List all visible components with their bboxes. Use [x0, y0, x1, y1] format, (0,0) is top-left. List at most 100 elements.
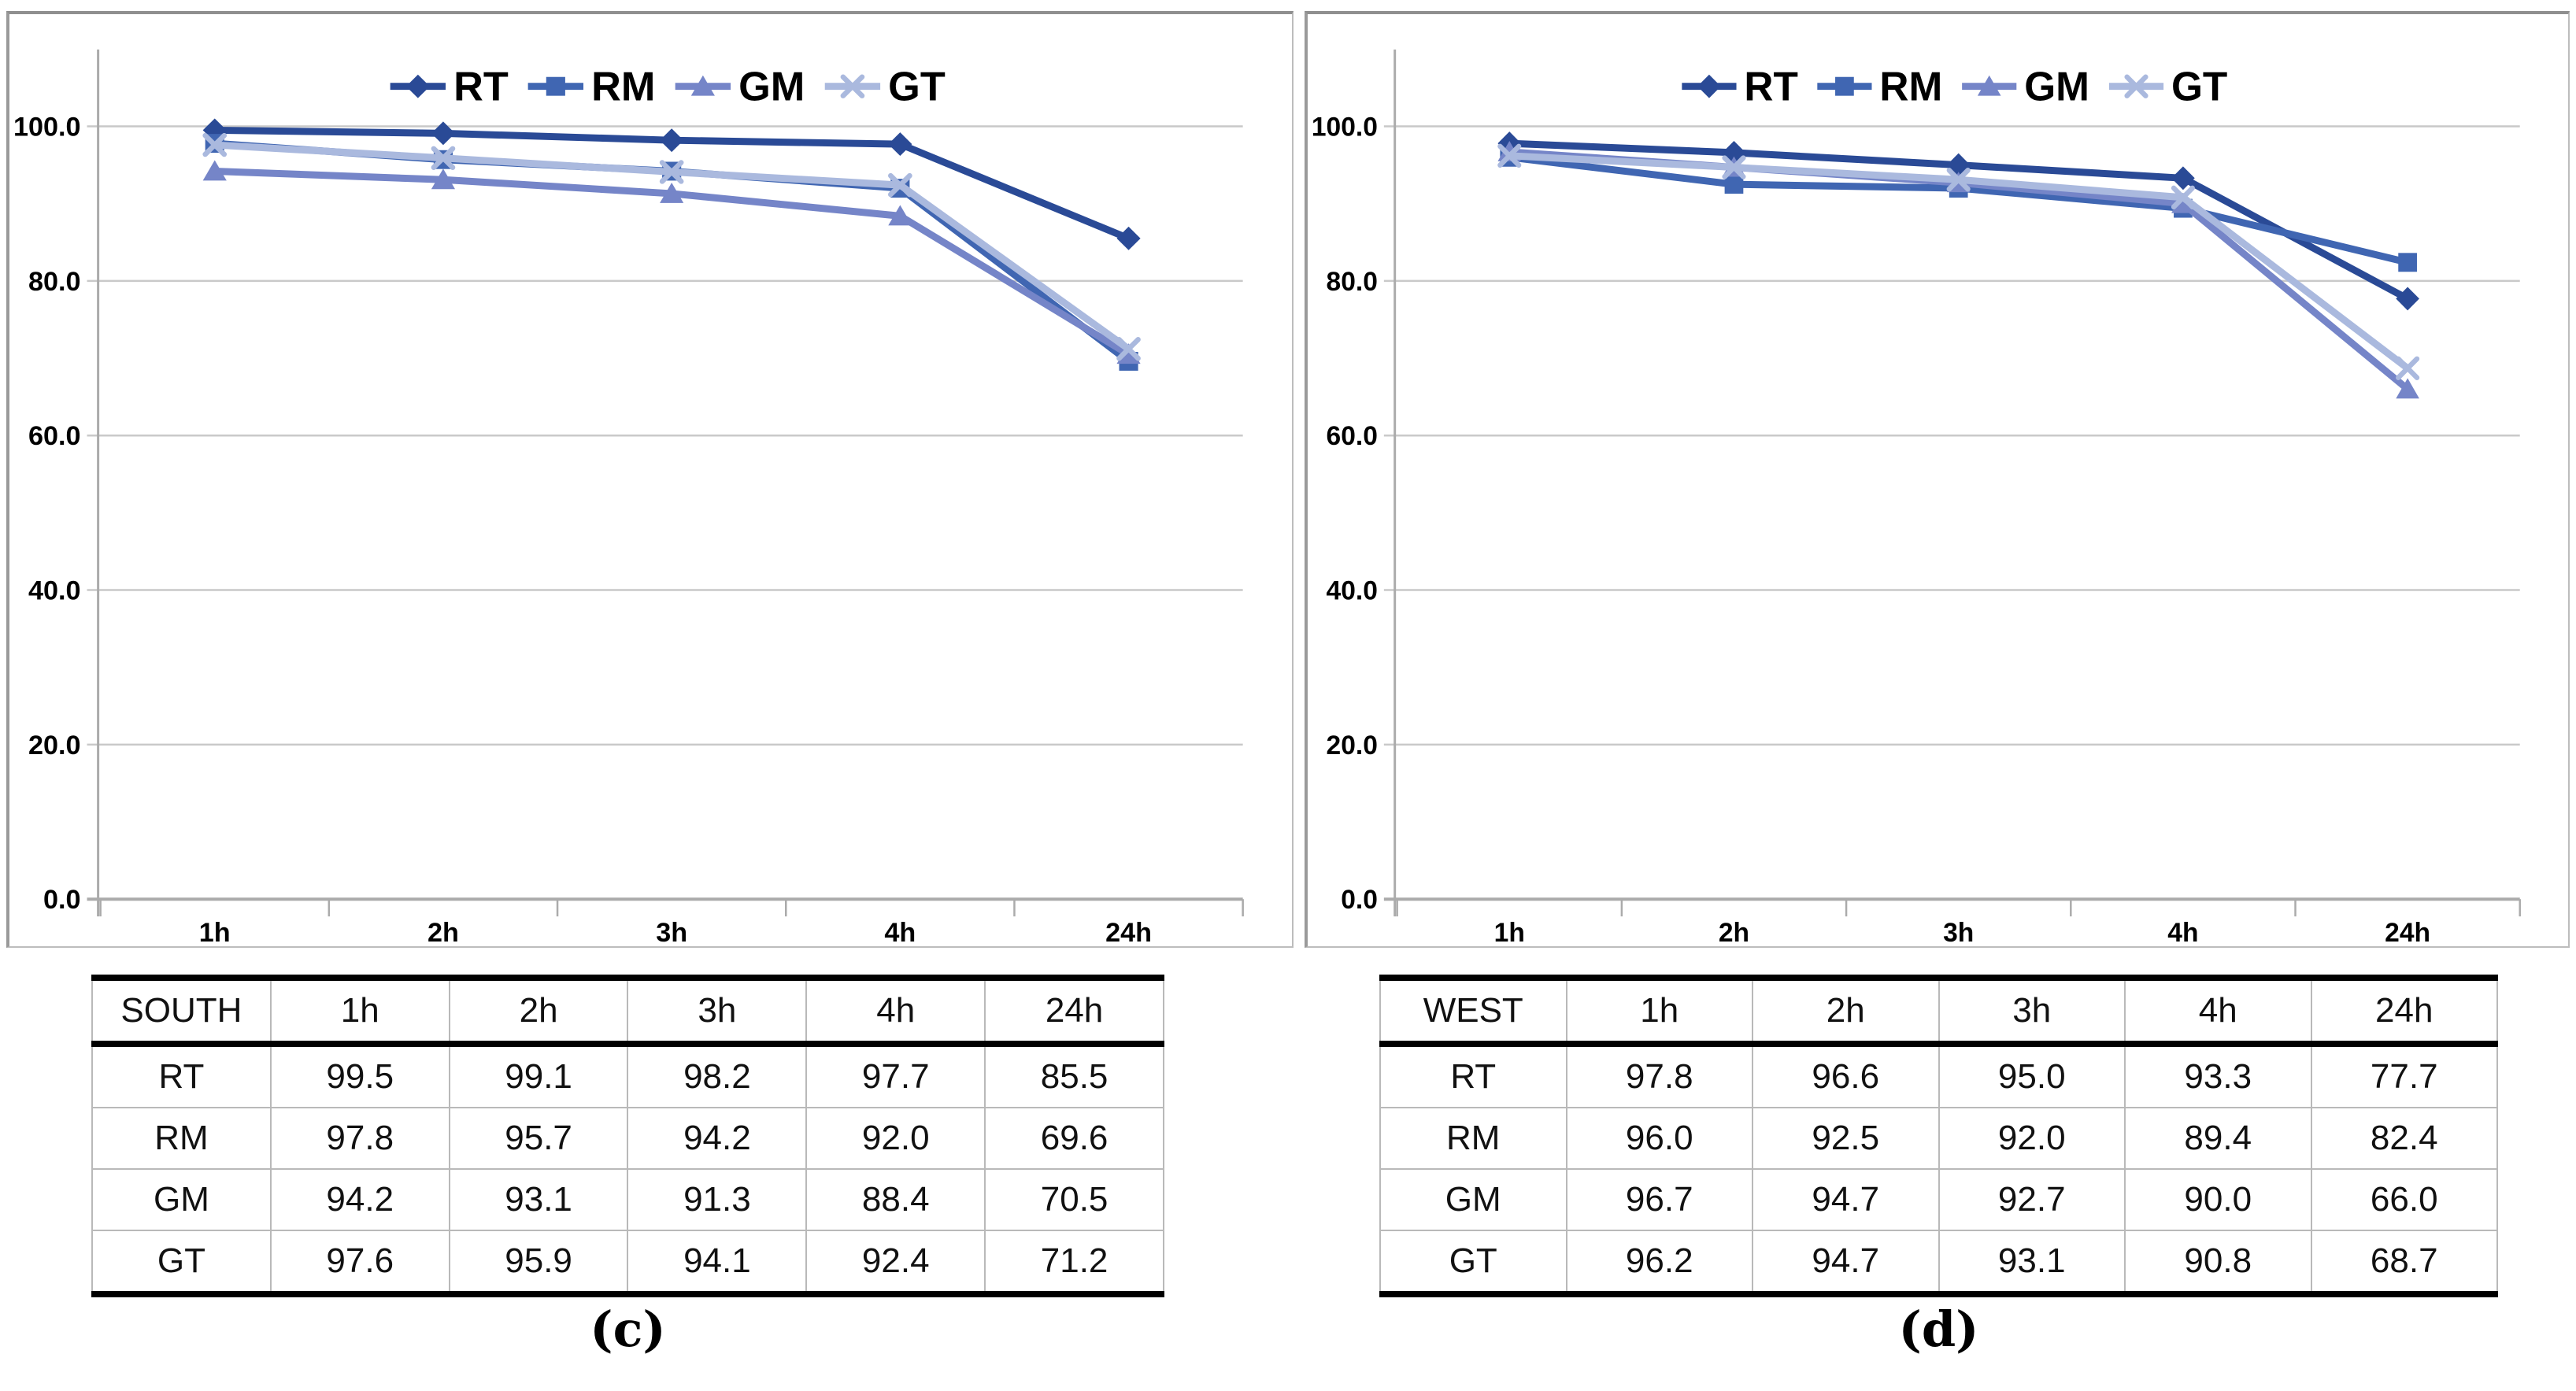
value-cell: 92.7	[1938, 1168, 2126, 1231]
value-cell: 94.1	[627, 1230, 808, 1295]
x-axis-ticks	[1396, 899, 2521, 917]
series-RT-marker	[660, 128, 684, 153]
x-axis-ticks	[99, 899, 1244, 917]
series-GM-marker	[431, 168, 456, 190]
value-cell: 91.3	[627, 1168, 808, 1231]
value-cell: 93.1	[448, 1168, 629, 1231]
header-cell: 1h	[1565, 977, 1753, 1047]
value-cell: 66.0	[2310, 1168, 2498, 1231]
row-label-cell: RM	[91, 1107, 272, 1170]
x-tick-label: 1h	[199, 918, 231, 946]
legend-item-GT: GT	[2108, 63, 2227, 109]
table-west-header: WEST 1h 2h 3h 4h 24h	[1379, 977, 2498, 1047]
gridlines	[1383, 125, 2520, 901]
value-cell: 96.6	[1752, 1043, 1940, 1108]
x-axis-labels: 1h 2h 3h 4h 24h	[199, 918, 1152, 946]
series-RT-marker	[888, 132, 912, 157]
legend-item-GT: GT	[824, 65, 946, 110]
series-GT	[1497, 143, 2420, 380]
row-label-cell: RM	[1379, 1107, 1567, 1170]
line-chart-west: 0.0 20.0 40.0 60.0 80.0 100.0 1h 2h 3h 4h 24h RT RM G…	[1312, 49, 2521, 946]
chart-panel-south: 0.0 20.0 40.0 60.0 80.0 100.0 1h 2h 3h 4h 24h RT RM G…	[6, 11, 1294, 948]
series-GM-marker	[2396, 378, 2419, 399]
table-west-body: RT 97.8 96.6 95.0 93.3 77.7 RM 96.0 92.5 92.0 89.4…	[1379, 1043, 2498, 1295]
series-RM-marker	[1724, 175, 1744, 194]
x-tick-label: 24h	[2385, 918, 2430, 946]
table-south-body: RT 99.5 99.1 98.2 97.7 85.5 RM 97.8 95.7 94.2 92.0…	[91, 1043, 1164, 1295]
y-tick-label: 0.0	[1341, 885, 1378, 915]
y-tick-label: 80.0	[28, 267, 81, 297]
row-label-cell: RT	[1379, 1043, 1567, 1108]
y-tick-label: 60.0	[1327, 421, 1378, 451]
value-cell: 92.4	[805, 1230, 986, 1295]
legend: RT RM GM GT	[1682, 63, 2227, 109]
series-GT-marker	[2396, 356, 2420, 380]
value-cell: 96.0	[1565, 1107, 1753, 1170]
value-cell: 94.7	[1752, 1230, 1940, 1295]
value-cell: 96.7	[1565, 1168, 1753, 1231]
legend-label: RM	[591, 65, 655, 110]
gridlines	[87, 125, 1243, 901]
series-GT-marker	[1116, 337, 1141, 361]
header-cell: 24h	[984, 977, 1164, 1047]
value-cell: 95.0	[1938, 1043, 2126, 1108]
header-cell: 3h	[627, 977, 808, 1047]
value-cell: 94.2	[627, 1107, 808, 1170]
value-cell: 97.8	[269, 1107, 450, 1170]
header-cell: 2h	[1752, 977, 1940, 1047]
legend: RT RM GM GT	[390, 65, 946, 110]
header-cell: 3h	[1938, 977, 2126, 1047]
value-cell: 94.2	[269, 1168, 450, 1231]
table-row: GT 96.2 94.7 93.1 90.8 68.7	[1379, 1230, 2498, 1295]
caption-c: (c)	[590, 1300, 666, 1358]
value-cell: 89.4	[2124, 1107, 2312, 1170]
series-RT-marker	[431, 121, 456, 146]
y-tick-label: 60.0	[28, 421, 81, 451]
series-RM-marker	[2398, 253, 2417, 272]
legend-label: RT	[1744, 63, 1797, 109]
legend-item-RM: RM	[527, 65, 655, 110]
series-GT-marker	[2171, 185, 2195, 210]
legend-item-GM: GM	[1962, 63, 2089, 109]
legend-label: RT	[453, 65, 509, 110]
x-tick-label: 2h	[427, 918, 459, 946]
value-cell: 85.5	[984, 1043, 1164, 1108]
x-tick-label: 1h	[1494, 918, 1525, 946]
legend-marker-triangle	[1977, 75, 2001, 96]
value-cell: 90.0	[2124, 1168, 2312, 1231]
x-tick-label: 4h	[884, 918, 916, 946]
value-cell: 71.2	[984, 1230, 1164, 1295]
value-cell: 93.3	[2124, 1043, 2312, 1108]
series-GM-marker	[660, 182, 684, 203]
y-tick-label: 40.0	[28, 576, 81, 606]
table-header-row: SOUTH 1h 2h 3h 4h 24h	[91, 977, 1164, 1047]
table-west: WEST 1h 2h 3h 4h 24h RT 97.8 96.6 95.0 93.3 77.7 RM…	[1379, 975, 2498, 1297]
value-cell: 95.7	[448, 1107, 629, 1170]
header-cell: 24h	[2310, 977, 2498, 1047]
header-cell: 2h	[448, 977, 629, 1047]
y-axis-labels: 0.0 20.0 40.0 60.0 80.0 100.0	[13, 113, 81, 916]
value-cell: 70.5	[984, 1168, 1164, 1231]
series-GM-marker	[888, 205, 912, 226]
table-south-header: SOUTH 1h 2h 3h 4h 24h	[91, 977, 1164, 1047]
value-cell: 77.7	[2310, 1043, 2498, 1108]
legend-marker-x	[840, 74, 865, 98]
legend-marker-triangle	[690, 75, 715, 96]
series-GM-marker	[1116, 343, 1141, 364]
value-cell: 98.2	[627, 1043, 808, 1108]
series-GM	[202, 160, 1141, 364]
series-GM-marker	[2171, 192, 2195, 213]
series-GT-marker	[1946, 168, 1971, 192]
value-cell: 97.7	[805, 1043, 986, 1108]
row-label-cell: GT	[91, 1230, 272, 1295]
x-tick-label: 3h	[656, 918, 687, 946]
table-row: RT 97.8 96.6 95.0 93.3 77.7	[1379, 1043, 2498, 1108]
legend-marker-x	[2124, 74, 2149, 98]
x-tick-label: 24h	[1105, 918, 1152, 946]
table-row: GT 97.6 95.9 94.1 92.4 71.2	[91, 1230, 1164, 1295]
y-tick-label: 40.0	[1327, 575, 1378, 605]
table-row: RM 97.8 95.7 94.2 92.0 69.6	[91, 1107, 1164, 1170]
series-RT-marker	[2171, 166, 2195, 191]
header-cell: 4h	[805, 977, 986, 1047]
value-cell: 92.0	[805, 1107, 986, 1170]
